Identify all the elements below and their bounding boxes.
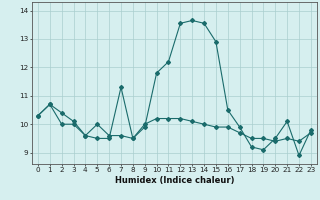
X-axis label: Humidex (Indice chaleur): Humidex (Indice chaleur)	[115, 176, 234, 185]
